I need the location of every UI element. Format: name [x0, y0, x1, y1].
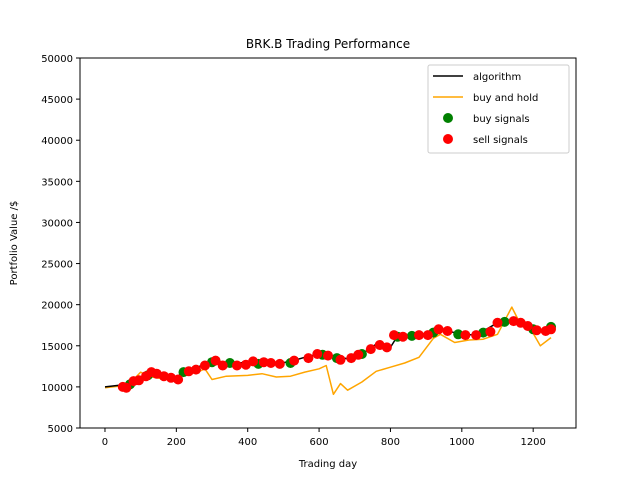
- marker-sell-signals: [353, 349, 364, 360]
- x-axis: 0 200 400 600 800 1000 1200: [102, 428, 546, 448]
- marker-sell-signals: [173, 374, 184, 385]
- plot-series-group: [104, 306, 556, 396]
- marker-sell-signals: [442, 326, 453, 336]
- legend-label-algorithm: algorithm: [473, 72, 521, 83]
- y-tick-label: 5000: [48, 424, 73, 435]
- y-axis: 5000 10000 15000 20000 25000 30000 35000 40000 4…: [41, 54, 80, 435]
- marker-sell-signals: [248, 356, 259, 367]
- x-tick-label: 1000: [449, 437, 474, 448]
- y-tick-label: 50000: [41, 54, 73, 65]
- legend-label-sell-signals: sell signals: [473, 135, 528, 146]
- marker-sell-signals: [121, 382, 132, 393]
- marker-sell-signals: [232, 360, 242, 371]
- legend-box: [427, 64, 570, 154]
- marker-sell-signals: [397, 331, 408, 342]
- marker-sell-signals: [460, 330, 471, 341]
- marker-sell-signals: [414, 330, 424, 341]
- marker-sell-signals: [303, 353, 314, 364]
- legend-label-buy-and-hold: buy and hold: [473, 93, 538, 104]
- y-tick-label: 25000: [41, 260, 73, 271]
- legend: algorithm buy and hold buy signals sell …: [427, 64, 570, 154]
- marker-sell-signals: [365, 344, 376, 355]
- marker-sell-signals: [381, 342, 392, 353]
- marker-sell-signals: [210, 355, 221, 366]
- y-tick-label: 45000: [41, 95, 73, 106]
- x-tick-label: 200: [167, 437, 186, 448]
- y-tick-label: 20000: [41, 301, 73, 312]
- marker-sell-signals: [274, 358, 285, 369]
- x-tick-label: 0: [102, 437, 108, 448]
- x-tick-label: 400: [238, 437, 257, 448]
- y-tick-label: 15000: [41, 342, 73, 353]
- marker-sell-signals: [265, 358, 276, 368]
- y-tick-label: 35000: [41, 177, 73, 188]
- marker-sell-signals: [471, 330, 482, 341]
- marker-sell-signals: [199, 360, 210, 371]
- legend-label-buy-signals: buy signals: [473, 114, 530, 125]
- legend-swatch-sell-signals: [443, 134, 453, 144]
- marker-sell-signals: [335, 354, 346, 365]
- y-tick-label: 40000: [41, 136, 73, 147]
- marker-sell-signals: [312, 349, 323, 359]
- marker-sell-signals: [522, 321, 533, 331]
- plot-frame: [79, 57, 577, 429]
- x-tick-label: 800: [381, 437, 400, 448]
- y-tick-label: 30000: [41, 218, 73, 229]
- marker-sell-signals: [531, 325, 542, 336]
- marker-sell-signals: [191, 364, 201, 375]
- marker-sell-signals: [289, 355, 300, 366]
- chart-title: BRK.B Trading Performance: [246, 37, 410, 51]
- marker-sell-signals: [389, 330, 399, 341]
- x-tick-label: 600: [310, 437, 329, 448]
- y-tick-label: 10000: [41, 383, 73, 394]
- x-tick-label: 1200: [520, 437, 545, 448]
- legend-swatch-buy-signals: [443, 113, 453, 123]
- x-axis-label: Trading day: [298, 459, 357, 470]
- marker-sell-signals: [323, 350, 333, 361]
- marker-sell-signals: [492, 317, 503, 328]
- marker-sell-signals: [217, 360, 228, 371]
- marker-sell-signals: [485, 326, 496, 337]
- marker-sell-signals: [546, 324, 556, 335]
- y-axis-label: Portfolio Value /$: [9, 201, 20, 286]
- marker-sell-signals: [422, 330, 433, 341]
- marker-sell-signals: [433, 324, 444, 335]
